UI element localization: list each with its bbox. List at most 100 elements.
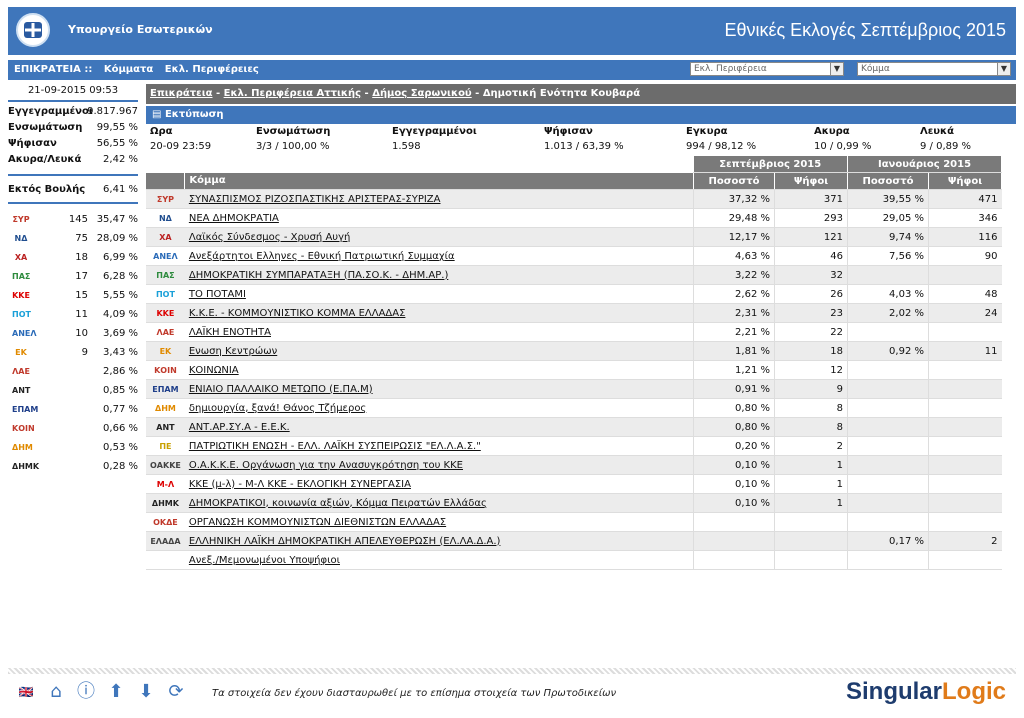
table-row[interactable]: ΝΔ ΝΕΑ ΔΗΜΟΚΡΑΤΙΑ 29,48 % 293 29,05 % 346 <box>146 208 1002 228</box>
votes-sep: 46 <box>774 246 848 266</box>
party-link[interactable]: Ανεξάρτητοι Ελληνες - Εθνική Πατριωτική … <box>188 250 455 262</box>
arrow-down-icon[interactable]: ⬇ <box>138 681 154 702</box>
pct-sep: 0,91 % <box>693 379 775 399</box>
nav-level[interactable]: ΕΠΙΚΡΑΤΕΙΑ :: <box>14 64 93 75</box>
table-row[interactable]: ΧΑ Λαϊκός Σύνδεσμος - Χρυσή Αυγή 12,17 % 12… <box>146 227 1002 247</box>
party-select[interactable]: Κόμμα ▼ <box>857 62 1011 76</box>
pct-jan <box>847 379 929 399</box>
party-link[interactable]: ΝΕΑ ΔΗΜΟΚΡΑΤΙΑ <box>188 212 279 224</box>
refresh-icon[interactable]: ⟳ <box>168 681 184 702</box>
breadcrumb: Επικράτεια - Εκλ. Περιφέρεια Αττικής - Δ… <box>146 84 1016 104</box>
party-link[interactable]: ΕΝΙΑΙΟ ΠΑΛΛΑΙΚΟ ΜΕΤΩΠΟ (Ε.ΠΑ.Μ) <box>188 383 373 395</box>
results-table: Σεπτέμβριος 2015 Ιανουάριος 2015 Κόμμα Π… <box>146 156 1002 570</box>
nav-bar: ΕΠΙΚΡΑΤΕΙΑ :: Κόμματα Εκλ. Περιφέρειες Ε… <box>8 60 1016 80</box>
table-row[interactable]: ΕΚ Ενωση Κεντρώων 1,81 % 18 0,92 % 11 <box>146 341 1002 361</box>
pct-jan <box>847 550 929 570</box>
votes-jan <box>928 512 1002 532</box>
party-link[interactable]: ΚΚΕ (μ-λ) - Μ-Λ ΚΚΕ - ΕΚΛΟΓΙΚΗ ΣΥΝΕΡΓΑΣΙ… <box>188 478 411 490</box>
pct-sep: 0,10 % <box>693 455 775 475</box>
pct-sep: 1,21 % <box>693 360 775 380</box>
region-select[interactable]: Εκλ. Περιφέρεια ▼ <box>690 62 844 76</box>
party-link[interactable]: Ενωση Κεντρώων <box>188 345 278 357</box>
votes-jan <box>928 398 1002 418</box>
party-link[interactable]: Ο.Α.Κ.Κ.Ε. Οργάνωση για την Ανασυγκρότησ… <box>188 459 463 471</box>
pct-sep: 0,20 % <box>693 436 775 456</box>
breadcrumb-region[interactable]: Εκλ. Περιφέρεια Αττικής <box>223 88 362 99</box>
table-row[interactable]: ΕΛΑΔΑ ΕΛΛΗΝΙΚΗ ΛΑΪΚΗ ΔΗΜΟΚΡΑΤΙΚΗ ΑΠΕΛΕΥΘΕ… <box>146 531 1002 551</box>
pct-jan <box>847 436 929 456</box>
votes-sep: 1 <box>774 493 848 513</box>
arrow-up-icon[interactable]: ⬆ <box>108 681 124 702</box>
table-row[interactable]: ΟΑΚΚΕ Ο.Α.Κ.Κ.Ε. Οργάνωση για την Ανασυγκ… <box>146 455 1002 475</box>
table-row[interactable]: ΟΚΔΕ ΟΡΓΑΝΩΣΗ ΚΟΜΜΟΥΝΙΣΤΩΝ ΔΙΕΘΝΙΣΤΩΝ ΕΛΛ… <box>146 512 1002 532</box>
uk-flag-icon[interactable]: 🇬🇧 <box>18 685 34 699</box>
party-link[interactable]: ΠΑΤΡΙΩΤΙΚΗ ΕΝΩΣΗ - ΕΛΛ. ΛΑΪΚΗ ΣΥΣΠΕΙΡΩΣΙ… <box>188 440 481 452</box>
table-row[interactable]: Ανεξ./Μεμονωμένοι Υποψήφιοι <box>146 550 1002 570</box>
votes-jan <box>928 455 1002 475</box>
party-link[interactable]: ΔΗΜΟΚΡΑΤΙΚΗ ΣΥΜΠΑΡΑΤΑΞΗ (ΠΑ.ΣΟ.Κ. - ΔΗΜ.… <box>188 269 449 281</box>
table-row[interactable]: ΑΝΕΛ Ανεξάρτητοι Ελληνες - Εθνική Πατριωτ… <box>146 246 1002 266</box>
pct-sep: 12,17 % <box>693 227 775 247</box>
breadcrumb-municipality[interactable]: Δήμος Σαρωνικού <box>372 88 472 99</box>
party-link[interactable]: Λαϊκός Σύνδεσμος - Χρυσή Αυγή <box>188 231 351 243</box>
footer: 🇬🇧 ⌂ ⓘ ⬆ ⬇ ⟳ Τα στοιχεία δεν έχουν διαστ… <box>0 668 1024 718</box>
table-row[interactable]: ΚΟΙΝ ΚΟΙΝΩΝΙΑ 1,21 % 12 <box>146 360 1002 380</box>
table-row[interactable]: ΠΟΤ ΤΟ ΠΟΤΑΜΙ 2,62 % 26 4,03 % 48 <box>146 284 1002 304</box>
table-row[interactable]: Μ-Λ ΚΚΕ (μ-λ) - Μ-Λ ΚΚΕ - ΕΚΛΟΓΙΚΗ ΣΥΝΕΡΓ… <box>146 474 1002 494</box>
votes-jan: 346 <box>928 208 1002 228</box>
chevron-down-icon: ▼ <box>830 63 843 75</box>
party-link[interactable]: ΔΗΜΟΚΡΑΤΙΚΟΙ, κοινωνία αξιών, Κόμμα Πειρ… <box>188 497 487 509</box>
table-row[interactable]: ΔΗΜ δημιουργία, ξανά! Θάνος Τζήμερος 0,80 … <box>146 398 1002 418</box>
party-link[interactable]: ΣΥΝΑΣΠΙΣΜΟΣ ΡΙΖΟΣΠΑΣΤΙΚΗΣ ΑΡΙΣΤΕΡΑΣ-ΣΥΡΙ… <box>188 193 441 205</box>
table-row[interactable]: ΚΚΕ Κ.Κ.Ε. - ΚΟΜΜΟΥΝΙΣΤΙΚΟ ΚΟΜΜΑ ΕΛΛΑΔΑΣ 2… <box>146 303 1002 323</box>
table-row[interactable]: ΔΗΜΚ ΔΗΜΟΚΡΑΤΙΚΟΙ, κοινωνία αξιών, Κόμμα … <box>146 493 1002 513</box>
party-logo-icon: Μ-Λ <box>146 474 185 494</box>
table-row[interactable]: ΑΝΤ ΑΝΤ.ΑΡ.ΣΥ.Α - Ε.Ε.Κ. 0,80 % 8 <box>146 417 1002 437</box>
party-link[interactable]: Κ.Κ.Ε. - ΚΟΜΜΟΥΝΙΣΤΙΚΟ ΚΟΜΜΑ ΕΛΛΑΔΑΣ <box>188 307 406 319</box>
party-link[interactable]: ΟΡΓΑΝΩΣΗ ΚΟΜΜΟΥΝΙΣΤΩΝ ΔΙΕΘΝΙΣΤΩΝ ΕΛΛΑΔΑΣ <box>188 516 447 528</box>
party-logo-icon: ΣΥΡ <box>146 189 185 209</box>
summary-value: 3/3 / 100,00 % <box>256 141 330 152</box>
pct-jan: 0,92 % <box>847 341 929 361</box>
table-row[interactable]: ΕΠΑΜ ΕΝΙΑΙΟ ΠΑΛΛΑΙΚΟ ΜΕΤΩΠΟ (Ε.ΠΑ.Μ) 0,91 … <box>146 379 1002 399</box>
party-link[interactable]: ΕΛΛΗΝΙΚΗ ΛΑΪΚΗ ΔΗΜΟΚΡΑΤΙΚΗ ΑΠΕΛΕΥΘΕΡΩΣΗ … <box>188 535 501 547</box>
table-row[interactable]: ΠΑΣ ΔΗΜΟΚΡΑΤΙΚΗ ΣΥΜΠΑΡΑΤΑΞΗ (ΠΑ.ΣΟ.Κ. - Δ… <box>146 265 1002 285</box>
table-row[interactable]: ΣΥΡ ΣΥΝΑΣΠΙΣΜΟΣ ΡΙΖΟΣΠΑΣΤΙΚΗΣ ΑΡΙΣΤΕΡΑΣ-Σ… <box>146 189 1002 209</box>
party-link[interactable]: ΤΟ ΠΟΤΑΜΙ <box>188 288 246 300</box>
party-link[interactable]: ΑΝΤ.ΑΡ.ΣΥ.Α - Ε.Ε.Κ. <box>188 421 290 433</box>
votes-sep: 121 <box>774 227 848 247</box>
party-seat-row: ΝΔ 75 28,09 % <box>8 229 138 248</box>
nav-parties-link[interactable]: Κόμματα <box>103 64 154 75</box>
print-icon: ▤ <box>152 109 162 120</box>
party-logo-icon: ΠΟΤ <box>12 310 31 319</box>
pct-jan: 2,02 % <box>847 303 929 323</box>
home-icon[interactable]: ⌂ <box>50 681 62 702</box>
table-row[interactable]: ΛΑΕ ΛΑΪΚΗ ΕΝΟΤΗΤΑ 2,21 % 22 <box>146 322 1002 342</box>
party-link[interactable]: ΛΑΪΚΗ ΕΝΟΤΗΤΑ <box>188 326 271 338</box>
party-link[interactable]: Ανεξ./Μεμονωμένοι Υποψήφιοι <box>188 554 340 566</box>
table-row[interactable]: ΠΕ ΠΑΤΡΙΩΤΙΚΗ ΕΝΩΣΗ - ΕΛΛ. ΛΑΪΚΗ ΣΥΣΠΕΙΡΩ… <box>146 436 1002 456</box>
pct-jan: 0,17 % <box>847 531 929 551</box>
votes-sep: 1 <box>774 455 848 475</box>
party-seat-row: ΣΥΡ 145 35,47 % <box>12 214 138 225</box>
info-icon[interactable]: ⓘ <box>77 681 95 702</box>
party-logo-icon: ΑΝΤ <box>12 386 31 395</box>
nav-regions-link[interactable]: Εκλ. Περιφέρειες <box>164 64 259 75</box>
pct-sep: 2,62 % <box>693 284 775 304</box>
party-logo-icon: ΝΔ <box>14 234 28 243</box>
party-link[interactable]: ΚΟΙΝΩΝΙΑ <box>188 364 239 376</box>
party-logo-icon: ΚΟΙΝ <box>12 424 35 433</box>
breadcrumb-unit: Δημοτική Ενότητα Κουβαρά <box>482 88 641 99</box>
col-votes-2: Ψήφοι <box>928 172 1002 190</box>
party-logo-icon: ΠΟΤ <box>146 284 185 304</box>
party-link[interactable]: δημιουργία, ξανά! Θάνος Τζήμερος <box>188 402 367 414</box>
votes-sep: 18 <box>774 341 848 361</box>
pct-jan <box>847 398 929 418</box>
party-seat-row: ΑΝΕΛ 10 3,69 % <box>12 328 138 339</box>
print-button[interactable]: ▤ Εκτύπωση <box>146 106 1016 124</box>
stat-row: Ενσωμάτωση 99,55 % <box>8 122 138 133</box>
summary-value: 1.598 <box>392 141 421 152</box>
pct-sep: 29,48 % <box>693 208 775 228</box>
votes-sep: 22 <box>774 322 848 342</box>
breadcrumb-country[interactable]: Επικράτεια <box>150 88 213 99</box>
